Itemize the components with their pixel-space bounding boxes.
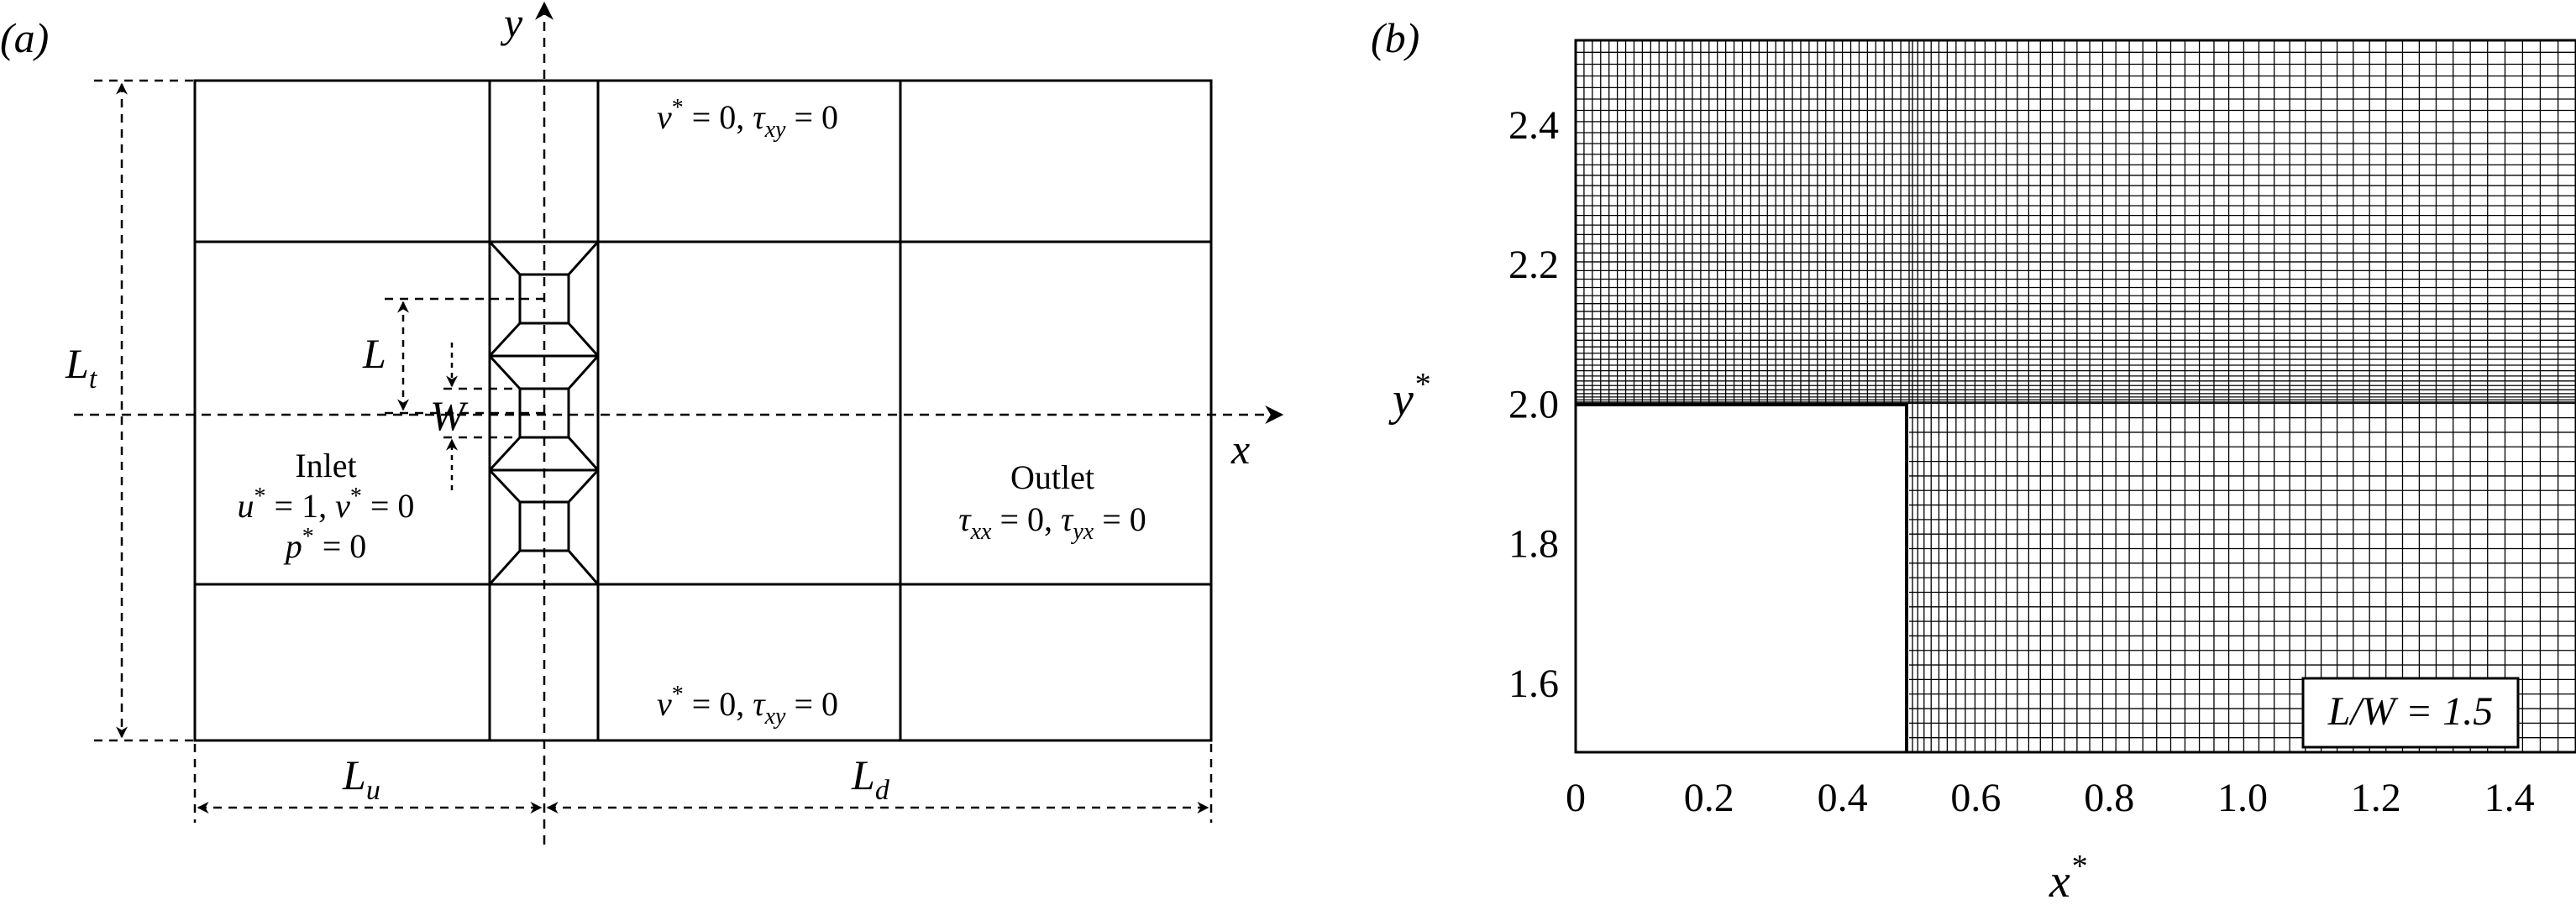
x-tick-label: 0.2 [1684,776,1734,820]
cylinder-array [488,240,600,586]
y-tick-labels: 1.6 1.8 2.0 2.2 2.4 [1508,103,1559,706]
domain-outline [193,79,1213,742]
y-tick-label: 2.4 [1508,103,1559,148]
inlet-title: Inlet [295,447,356,484]
y-tick-label: 1.8 [1508,522,1559,567]
panel-a-domain-sketch: (a) y x Lt [0,0,1284,845]
y-axis-label: y [500,0,523,46]
inlet-condition-pressure: p* = 0 [283,524,367,565]
inlet-condition-velocity: u* = 1, v* = 0 [238,484,415,525]
panel-b-label: (b) [1371,14,1419,61]
y-tick-label: 2.0 [1508,382,1559,426]
panel-a-label: (a) [0,14,49,61]
solid-block-edge [1576,403,1908,752]
y-tick-label: 1.6 [1508,662,1559,706]
x-tick-label: 0 [1566,776,1586,820]
legend-text: L/W = 1.5 [2327,689,2493,734]
wall-condition-bottom: v* = 0, τxy = 0 [657,682,838,730]
x-tick-label: 0.6 [1950,776,2001,820]
dimension-label-Lu: Lu [342,751,380,806]
x-tick-label: 1.2 [2351,776,2401,820]
outlet-condition: τxx = 0, τyx = 0 [958,500,1146,545]
y-axis-title: y* [1388,367,1430,426]
wall-condition-top: v* = 0, τxy = 0 [657,95,838,143]
x-tick-labels: 0 0.2 0.4 0.6 0.8 1.0 1.2 1.4 [1566,776,2535,820]
dimension-label-Lt: Lt [65,340,98,395]
dimension-label-Ld: Ld [851,751,890,806]
x-tick-label: 0.4 [1818,776,1868,820]
x-axis-title: x* [2049,849,2086,905]
dimension-label-W: W [430,392,469,439]
x-tick-label: 1.0 [2217,776,2268,820]
x-tick-label: 0.8 [2084,776,2134,820]
legend-box [2301,677,2520,749]
x-axis-label: x [1230,426,1250,473]
panel-b-mesh-plot: (b) 0 0.2 0.4 0.6 0.8 1.0 1.2 1.4 1.6 1.8 2.0 2.2 2… [1371,14,2576,905]
plot-frame [1574,39,2576,754]
cylinder-upper [518,273,570,325]
solid-block [1576,405,1907,752]
x-tick-label: 1.4 [2484,776,2535,820]
outlet-title: Outlet [1010,458,1094,496]
y-tick-label: 2.2 [1508,243,1559,287]
dimension-label-L: L [362,330,386,377]
